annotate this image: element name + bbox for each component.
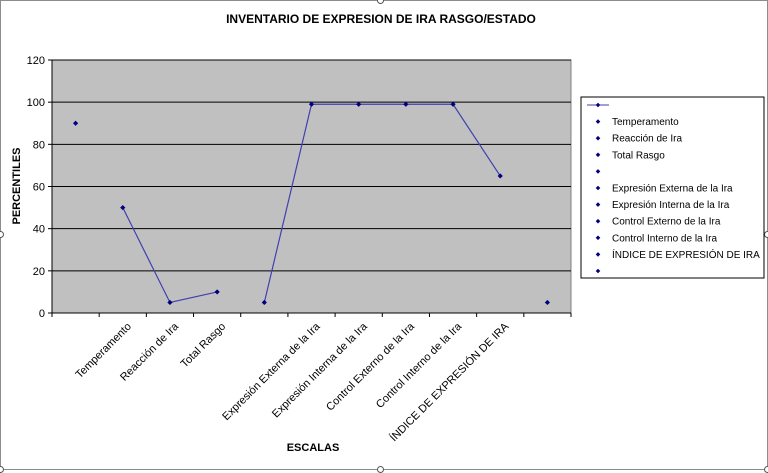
legend-label: Expresión Externa de la Ira xyxy=(612,184,733,195)
chart-title: INVENTARIO DE EXPRESION DE IRA RASGO/EST… xyxy=(226,12,536,26)
data-point xyxy=(167,299,173,306)
data-point xyxy=(214,289,220,295)
data-point xyxy=(497,173,503,179)
legend-marker xyxy=(595,169,601,174)
x-axis-label: ESCALAS xyxy=(287,442,340,454)
legend-marker xyxy=(595,185,601,191)
gridlines xyxy=(52,59,571,272)
legend-label: Temperamento xyxy=(612,117,679,128)
x-tick-label: Expresión Interna de la Ira xyxy=(270,320,370,420)
legend-marker xyxy=(595,268,601,274)
y-tick-label: 80 xyxy=(33,139,45,151)
legend-marker xyxy=(595,252,601,257)
data-point xyxy=(356,101,362,107)
x-tick-label: Control Interno de la Ira xyxy=(374,320,465,411)
y-axis: 0 20 40 60 80 100 120 xyxy=(27,55,53,320)
series-line xyxy=(72,101,551,306)
series-line-segment xyxy=(263,103,501,303)
data-point xyxy=(403,101,409,107)
y-tick-label: 60 xyxy=(33,182,45,194)
x-tick-label: Total Rasgo xyxy=(179,321,229,371)
data-point xyxy=(120,204,126,211)
legend-label: Control Externo de la Ira xyxy=(612,217,721,228)
legend: Temperamento Reacción de Ira Total Rasgo Ex… xyxy=(580,96,765,279)
legend-items: Temperamento Reacción de Ira Total Rasgo Ex… xyxy=(587,102,760,274)
legend-marker xyxy=(595,135,601,141)
y-tick-label: 100 xyxy=(27,97,45,109)
resize-handle-top[interactable] xyxy=(377,0,384,4)
legend-marker xyxy=(595,152,601,158)
resize-handle-left[interactable] xyxy=(0,231,4,238)
legend-label: Total Rasgo xyxy=(612,150,665,161)
legend-label: Control Interno de la Ira xyxy=(612,233,717,244)
data-point xyxy=(308,101,315,107)
data-point xyxy=(450,101,456,107)
legend-marker xyxy=(595,119,601,124)
x-tick-label: Control Externo de la Ira xyxy=(324,320,417,413)
legend-label: Expresión Interna de la Ira xyxy=(612,200,730,211)
legend-label: ÍNDICE DE EXPRESIÓN DE IRA xyxy=(612,248,760,261)
legend-marker xyxy=(595,235,601,241)
y-axis-label: PERCENTILES xyxy=(11,147,23,224)
y-tick-label: 0 xyxy=(39,308,45,320)
data-point xyxy=(544,299,551,306)
x-tick-label: Expresión Externa de la Ira xyxy=(220,320,323,423)
legend-box xyxy=(580,96,765,279)
y-tick-label: 120 xyxy=(27,55,45,67)
legend-marker xyxy=(595,202,601,207)
legend-marker xyxy=(595,102,601,108)
y-tick-label: 40 xyxy=(33,224,45,236)
legend-marker xyxy=(595,218,601,224)
data-point xyxy=(72,120,79,126)
legend-label: Reacción de Ira xyxy=(612,134,682,145)
data-point xyxy=(261,299,267,306)
y-tick-label: 20 xyxy=(33,266,45,278)
